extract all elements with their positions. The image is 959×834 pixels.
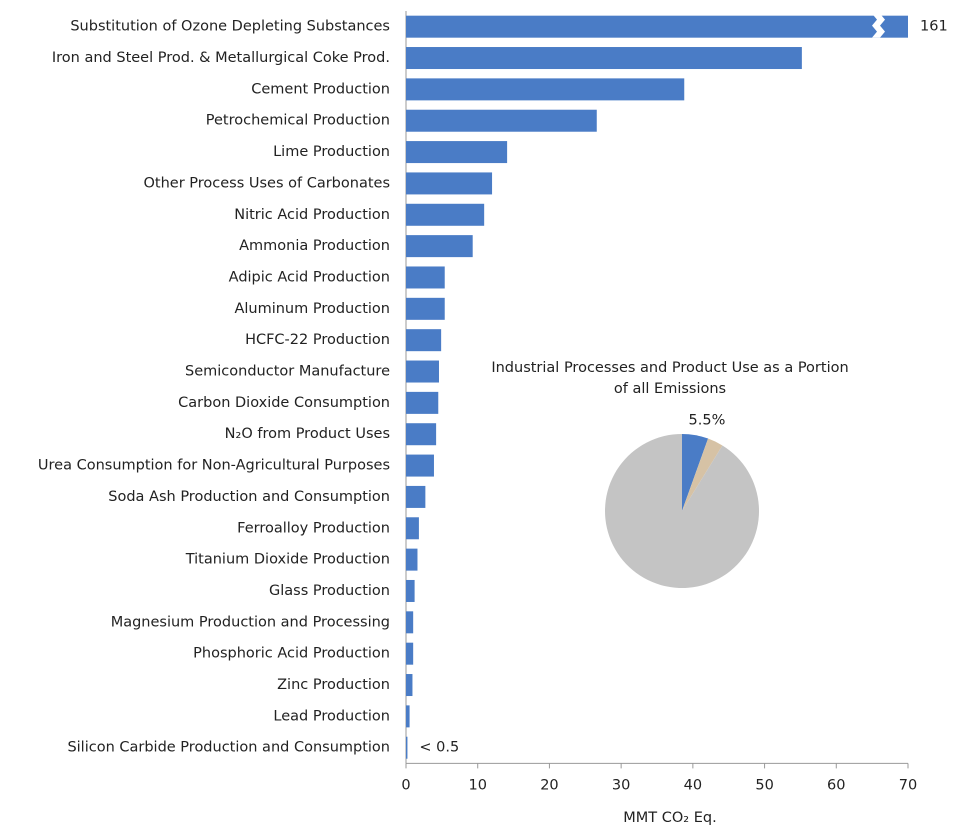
data-label: < 0.5 <box>419 740 459 756</box>
y-tick-label: Urea Consumption for Non-Agricultural Pu… <box>38 458 390 474</box>
pie-slice <box>682 438 723 511</box>
y-tick-label: Aluminum Production <box>234 301 390 317</box>
y-tick-label: Cement Production <box>251 81 390 97</box>
pie-title: of all Emissions <box>614 381 726 397</box>
bar <box>406 548 418 571</box>
y-tick-label: N₂O from Product Uses <box>225 426 390 442</box>
y-tick-label: Petrochemical Production <box>206 113 390 129</box>
x-tick-label: 30 <box>612 777 630 793</box>
bar <box>406 423 437 446</box>
y-tick-label: Glass Production <box>269 583 390 599</box>
bar <box>406 454 434 477</box>
bars <box>406 15 908 759</box>
x-tick-label: 50 <box>755 777 773 793</box>
x-tick-label: 60 <box>827 777 845 793</box>
bar <box>406 579 415 602</box>
bar <box>406 517 419 540</box>
bar <box>406 266 445 289</box>
y-tick-label: Substitution of Ozone Depleting Substanc… <box>70 19 390 35</box>
y-tick-label: HCFC-22 Production <box>245 332 390 348</box>
bar <box>406 109 597 132</box>
bar <box>406 47 802 70</box>
x-tick-label: 10 <box>468 777 486 793</box>
pie-title: Industrial Processes and Product Use as … <box>491 360 848 376</box>
y-tick-label: Iron and Steel Prod. & Metallurgical Cok… <box>52 50 390 66</box>
bar <box>406 203 485 226</box>
bar <box>406 736 408 759</box>
y-tick-label: Ammonia Production <box>239 238 390 254</box>
bar <box>406 611 414 634</box>
bar <box>406 141 508 164</box>
y-tick-label: Carbon Dioxide Consumption <box>178 395 390 411</box>
y-tick-label: Phosphoric Acid Production <box>193 646 390 662</box>
data-label: 5.5% <box>689 412 726 428</box>
y-tick-label: Titanium Dioxide Production <box>185 552 390 568</box>
bar <box>406 642 414 665</box>
bar <box>406 172 493 195</box>
y-tick-label: Ferroalloy Production <box>237 520 390 536</box>
bar <box>406 15 908 38</box>
pie-slice <box>682 434 709 511</box>
y-tick-label: Nitric Acid Production <box>234 207 390 223</box>
bar <box>406 235 473 258</box>
bar <box>406 705 410 728</box>
x-tick-label: 70 <box>899 777 917 793</box>
y-tick-label: Lead Production <box>273 708 390 724</box>
bar <box>406 297 445 320</box>
bar <box>406 329 442 352</box>
bar <box>406 360 439 383</box>
bar <box>406 485 426 508</box>
x-tick-label: 40 <box>684 777 702 793</box>
y-tick-label: Other Process Uses of Carbonates <box>143 175 390 191</box>
x-tick-label: 20 <box>540 777 558 793</box>
y-tick-label: Semiconductor Manufacture <box>185 364 390 380</box>
axis-break <box>872 13 885 38</box>
y-tick-label: Adipic Acid Production <box>229 269 390 285</box>
y-tick-label: Zinc Production <box>277 677 390 693</box>
x-tick-label: 0 <box>401 777 410 793</box>
bar <box>406 391 439 414</box>
x-axis-title: MMT CO₂ Eq. <box>623 810 716 826</box>
pie-slice <box>605 434 760 588</box>
bar <box>406 674 413 697</box>
data-label: 161 <box>920 19 948 35</box>
y-tick-label: Magnesium Production and Processing <box>111 614 390 630</box>
y-tick-label: Lime Production <box>273 144 390 160</box>
bar <box>406 78 685 101</box>
y-tick-label: Soda Ash Production and Consumption <box>108 489 390 505</box>
y-tick-label: Silicon Carbide Production and Consumpti… <box>67 740 390 756</box>
